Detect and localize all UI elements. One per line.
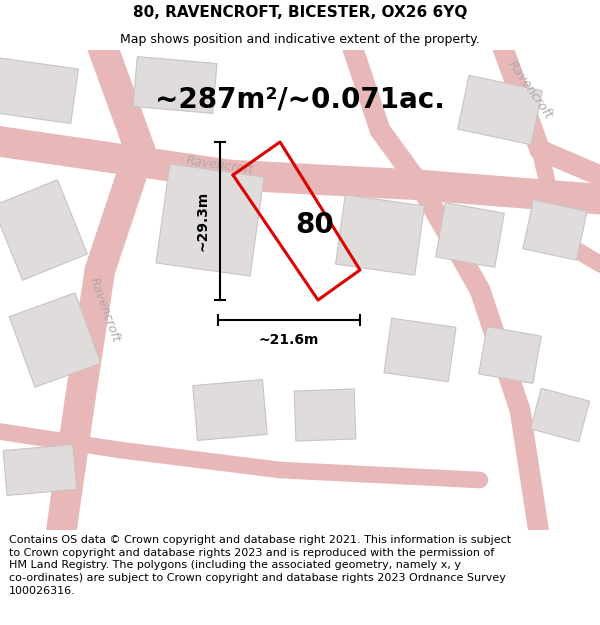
Polygon shape <box>9 292 101 388</box>
Polygon shape <box>3 444 77 496</box>
Text: Ravencroft: Ravencroft <box>185 154 254 176</box>
Text: 80: 80 <box>296 211 334 239</box>
Polygon shape <box>156 164 264 276</box>
Polygon shape <box>193 379 267 441</box>
Text: 80, RAVENCROFT, BICESTER, OX26 6YQ: 80, RAVENCROFT, BICESTER, OX26 6YQ <box>133 5 467 20</box>
Polygon shape <box>458 75 542 145</box>
Polygon shape <box>133 57 217 113</box>
Polygon shape <box>479 327 541 383</box>
Polygon shape <box>0 180 88 280</box>
Polygon shape <box>384 318 456 382</box>
Text: ~21.6m: ~21.6m <box>259 333 319 347</box>
Polygon shape <box>0 56 79 124</box>
Polygon shape <box>335 195 424 275</box>
Polygon shape <box>436 202 505 268</box>
Polygon shape <box>530 388 590 442</box>
Polygon shape <box>294 389 356 441</box>
Text: Ravencroft: Ravencroft <box>505 58 555 122</box>
Text: ~29.3m: ~29.3m <box>195 191 209 251</box>
Text: Ravencroft: Ravencroft <box>87 276 123 344</box>
Polygon shape <box>523 200 587 260</box>
Text: Map shows position and indicative extent of the property.: Map shows position and indicative extent… <box>120 34 480 46</box>
Text: Contains OS data © Crown copyright and database right 2021. This information is : Contains OS data © Crown copyright and d… <box>9 535 511 596</box>
Text: ~287m²/~0.071ac.: ~287m²/~0.071ac. <box>155 86 445 114</box>
